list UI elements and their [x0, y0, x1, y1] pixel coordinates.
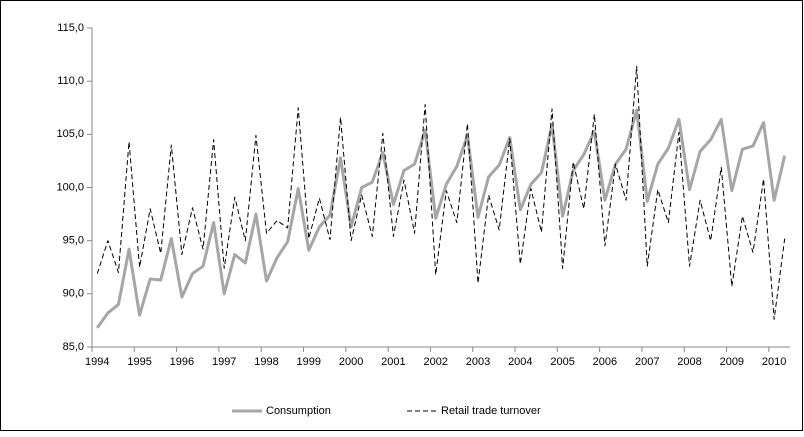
y-tick-label: 110,0: [57, 75, 84, 87]
x-tick-label: 1994: [85, 356, 109, 368]
x-tick-label: 2010: [762, 356, 786, 368]
x-tick-label: 2004: [508, 356, 532, 368]
y-tick-label: 95,0: [63, 235, 84, 247]
x-tick-label: 2002: [423, 356, 447, 368]
y-tick-label: 90,0: [63, 288, 84, 300]
line-series: [96, 65, 786, 320]
x-tick-label: 1997: [212, 356, 236, 368]
x-tick-label: 2007: [635, 356, 659, 368]
x-tick-label: 2009: [720, 356, 744, 368]
x-tick-label: 1998: [254, 356, 278, 368]
x-tick-label: 1995: [127, 356, 151, 368]
y-tick-label: 105,0: [56, 128, 84, 140]
y-tick-label: 85,0: [63, 341, 84, 353]
x-tick-label: 2001: [381, 356, 405, 368]
x-tick-label: 1996: [170, 356, 194, 368]
legend-label: Retail trade turnover: [441, 405, 541, 417]
x-tick-label: 1999: [297, 356, 321, 368]
legend-label: Consumption: [266, 405, 331, 417]
x-tick-label: 2008: [677, 356, 701, 368]
line-series: [96, 108, 787, 329]
y-tick-label: 115,0: [57, 22, 84, 34]
x-tick-label: 2006: [593, 356, 617, 368]
x-tick-label: 2005: [550, 356, 574, 368]
x-tick-label: 2000: [339, 356, 363, 368]
y-tick-label: 100,0: [56, 181, 84, 193]
x-tick-label: 2003: [466, 356, 490, 368]
